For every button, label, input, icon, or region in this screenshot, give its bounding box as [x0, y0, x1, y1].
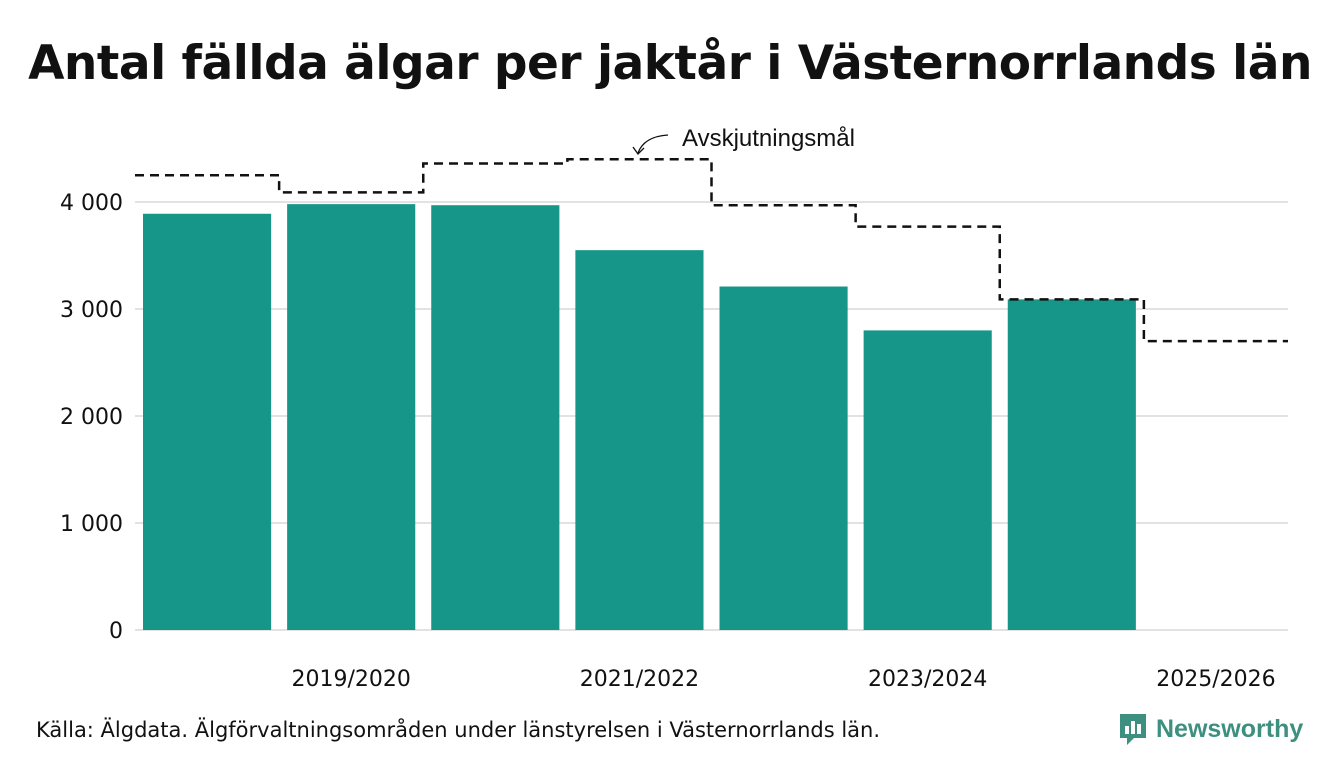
bar: [719, 286, 848, 630]
target-step-line: [135, 157, 1288, 343]
y-tick-label: 3 000: [60, 298, 123, 323]
annotation-label: Avskjutningsmål: [682, 125, 855, 152]
brand-name: Newsworthy: [1156, 714, 1304, 743]
y-tick-label: 4 000: [60, 191, 123, 216]
target-line-layer: [135, 157, 1288, 343]
y-tick-label: 1 000: [60, 512, 123, 537]
bar: [1007, 299, 1136, 630]
y-tick-label: 0: [109, 619, 123, 644]
brand-logo: Newsworthy: [1118, 712, 1303, 746]
x-tick-label: 2019/2020: [291, 667, 410, 692]
bar: [431, 205, 560, 630]
chart-title: Antal fällda älgar per jaktår i Västerno…: [28, 36, 1312, 91]
annotation: Avskjutningsmål: [632, 125, 855, 156]
y-tick-label: 2 000: [60, 405, 123, 430]
bar: [143, 213, 272, 630]
bar-chart: 0 1 000 2 000 3 000 4 000 2019/2020 2021/2022…: [60, 125, 1288, 692]
bar: [575, 250, 704, 630]
annotation-arrow: [637, 134, 669, 154]
newsworthy-logo-icon: [1120, 714, 1146, 745]
source-note: Källa: Älgdata. Älgförvaltningsområden u…: [36, 718, 881, 742]
x-tick-label: 2021/2022: [580, 667, 699, 692]
bar: [287, 204, 416, 630]
y-axis-ticks: 0 1 000 2 000 3 000 4 000: [60, 191, 123, 644]
bar: [863, 330, 992, 630]
bars: [143, 204, 1136, 630]
annotation-arrowhead: [632, 146, 645, 156]
x-tick-label: 2025/2026: [1156, 667, 1275, 692]
x-axis-ticks: 2019/2020 2021/2022 2023/2024 2025/2026: [291, 667, 1275, 692]
x-tick-label: 2023/2024: [868, 667, 987, 692]
